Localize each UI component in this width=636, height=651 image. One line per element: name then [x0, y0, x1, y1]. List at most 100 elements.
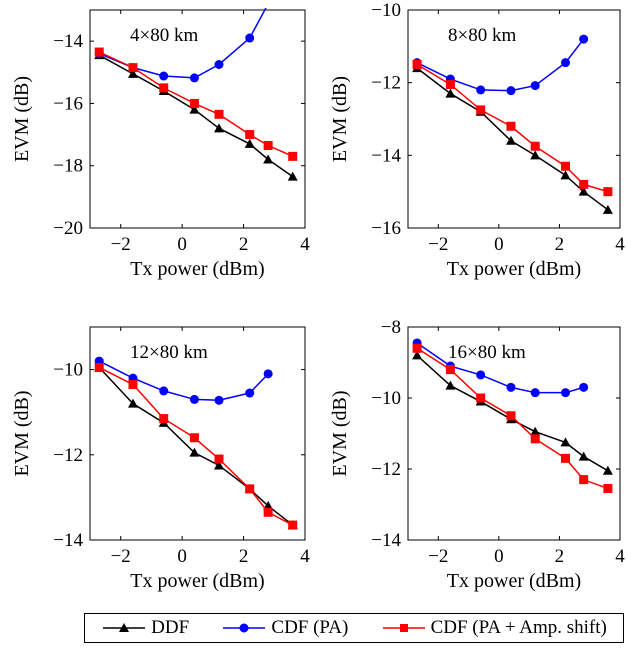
legend-swatch-ddf [103, 623, 146, 632]
data-point-ddf [189, 104, 200, 114]
y-axis-label: EVM (dB) [11, 390, 33, 476]
y-tick-label: −8 [381, 317, 401, 338]
plot-area-frame [407, 326, 621, 541]
y-tick-label: −16 [371, 218, 401, 239]
x-tick-label: 4 [300, 546, 310, 567]
data-point-cdf-pa-amp-shift [189, 98, 199, 108]
y-tick-label: −10 [371, 388, 401, 409]
x-tick-label: 0 [177, 234, 187, 255]
data-point-cdf-pa-amp-shift [245, 484, 255, 494]
data-point-ddf [530, 150, 541, 160]
data-point-cdf-pa [530, 388, 540, 398]
data-point-cdf-pa [476, 85, 486, 95]
x-tick-label: 4 [615, 234, 625, 255]
series-group [94, 8, 298, 181]
data-point-cdf-pa-amp-shift [214, 454, 224, 464]
data-point-cdf-pa-amp-shift [445, 365, 455, 375]
y-tick-label: −16 [53, 93, 83, 114]
y-tick-label: −12 [371, 459, 401, 480]
data-point-ddf [128, 68, 138, 78]
data-point-cdf-pa [159, 71, 169, 81]
series-line-ddf [98, 54, 294, 178]
series-line-ddf [98, 366, 294, 526]
series-line-ddf [416, 67, 609, 211]
legend-entry-cdf-pa: CDF (PA) [221, 617, 348, 639]
data-point-cdf-pa-amp-shift [603, 187, 613, 197]
data-point-ddf [244, 138, 255, 148]
data-point-cdf-pa-amp-shift [506, 121, 516, 131]
data-point-ddf [189, 447, 200, 457]
x-tick-label: 2 [239, 234, 249, 255]
panel-annotation: 12×80 km [130, 342, 208, 363]
data-point-ddf [560, 437, 571, 447]
data-point-cdf-pa-amp-shift [603, 484, 613, 494]
data-point-cdf-pa [506, 86, 516, 96]
data-point-cdf-pa-amp-shift [530, 141, 540, 151]
data-point-cdf-pa [189, 73, 199, 83]
data-point-ddf [287, 171, 298, 181]
panel-annotation: 8×80 km [448, 25, 516, 46]
series-line-ddf [416, 354, 609, 472]
data-point-cdf-pa-amp-shift [159, 414, 169, 424]
data-point-ddf [214, 460, 224, 470]
series-line-cdf-pa [416, 38, 585, 92]
data-point-cdf-pa [245, 388, 255, 398]
series-group [412, 34, 613, 214]
x-tick-label: −2 [111, 546, 131, 567]
data-point-cdf-pa-amp-shift [560, 453, 570, 463]
x-tick-label: 2 [555, 546, 565, 567]
series-group [412, 338, 613, 494]
data-point-cdf-pa-amp-shift [214, 109, 224, 119]
data-point-ddf [530, 426, 541, 436]
y-tick-label: −10 [371, 0, 401, 21]
data-point-cdf-pa [476, 370, 486, 380]
data-point-ddf [445, 380, 456, 390]
legend-swatch-cdf-pa [223, 623, 266, 633]
y-axis-label: EVM (dB) [11, 76, 33, 162]
data-point-cdf-pa-amp-shift [560, 161, 570, 171]
data-point-cdf-pa-amp-shift [445, 79, 455, 89]
panel-annotation: 4×80 km [130, 25, 198, 46]
data-point-cdf-pa-amp-shift [412, 60, 422, 69]
x-axis-label: Tx power (dBm) [130, 258, 264, 280]
legend-entry-cdf-pa-amp-shift: CDF (PA + Amp. shift) [381, 617, 607, 639]
data-point-cdf-pa [159, 386, 169, 396]
y-axis-label: EVM (dB) [329, 390, 351, 476]
x-tick-label: 4 [615, 546, 625, 567]
data-point-cdf-pa [560, 388, 570, 398]
y-tick-label: −20 [53, 218, 83, 239]
data-point-cdf-pa-amp-shift [506, 411, 516, 421]
data-point-ddf [128, 398, 138, 408]
y-tick-label: −14 [53, 31, 83, 52]
data-point-cdf-pa-amp-shift [159, 83, 169, 93]
x-tick-label: −2 [428, 234, 448, 255]
data-point-cdf-pa-amp-shift [530, 434, 540, 444]
data-point-cdf-pa-amp-shift [263, 507, 273, 517]
plot-area-frame [89, 9, 306, 229]
chart-panel-3: −2 0 2 4 −14 −12 −10 Tx power (dBm) EVM (dB) 12×8… [11, 326, 310, 592]
y-tick-label: −14 [371, 145, 401, 166]
data-point-cdf-pa-amp-shift [189, 433, 199, 443]
data-point-cdf-pa-amp-shift [263, 140, 273, 150]
data-point-cdf-pa [579, 382, 589, 392]
data-point-cdf-pa-amp-shift [94, 47, 104, 57]
chart-panel-4: −2 0 2 4 −14 −12 −10 −8 Tx power (dBm) EVM (dB) 16… [329, 317, 625, 592]
data-point-ddf [602, 204, 613, 214]
y-tick-label: −14 [371, 530, 401, 551]
data-point-cdf-pa-amp-shift [94, 362, 104, 372]
legend-label-ddf: DDF [151, 617, 190, 638]
data-point-ddf [263, 500, 274, 510]
x-tick-label: 0 [177, 546, 187, 567]
data-point-ddf [214, 123, 224, 133]
y-tick-label: −12 [371, 73, 401, 94]
plot-area-frame [407, 9, 621, 229]
y-tick-label: −18 [53, 156, 83, 177]
panel-annotation: 16×80 km [448, 342, 526, 363]
data-point-ddf [505, 135, 516, 145]
data-point-cdf-pa-amp-shift [476, 393, 486, 403]
legend-swatch-cdf-pa-amp-shift [382, 624, 425, 632]
data-point-cdf-pa-amp-shift [579, 475, 589, 485]
x-axis-label: Tx power (dBm) [447, 570, 581, 592]
